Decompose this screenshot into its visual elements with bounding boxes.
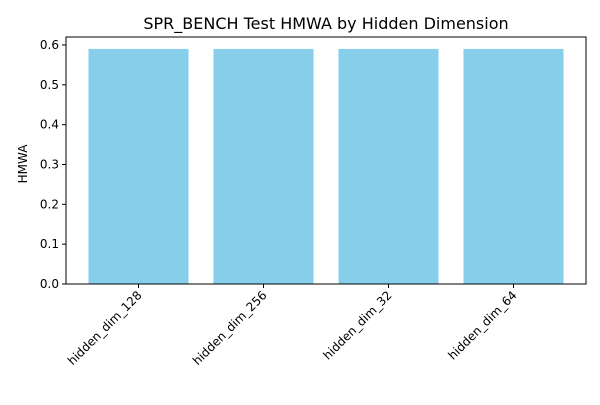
y-tick-label: 0.2 bbox=[40, 197, 59, 211]
plot-frame bbox=[65, 36, 587, 285]
bar-hidden_dim_64 bbox=[463, 48, 564, 284]
y-tick-label: 0.6 bbox=[40, 38, 59, 52]
y-tick-label: 0.3 bbox=[40, 157, 59, 171]
y-tick-label: 0.4 bbox=[40, 118, 59, 132]
chart-title: SPR_BENCH Test HMWA by Hidden Dimension bbox=[143, 14, 508, 34]
y-axis-label: HMWA bbox=[16, 144, 30, 184]
y-axis: 0.0 0.1 0.2 0.3 0.4 0.5 0.6 bbox=[40, 38, 66, 291]
y-tick-label: 0.1 bbox=[40, 237, 59, 251]
y-tick-label: 0.0 bbox=[40, 277, 59, 291]
bar-hidden_dim_128 bbox=[88, 48, 189, 284]
bar-hidden_dim_256 bbox=[213, 48, 314, 284]
bar-hidden_dim_32 bbox=[338, 48, 439, 284]
y-tick-label: 0.5 bbox=[40, 78, 59, 92]
bars-group bbox=[88, 48, 564, 284]
